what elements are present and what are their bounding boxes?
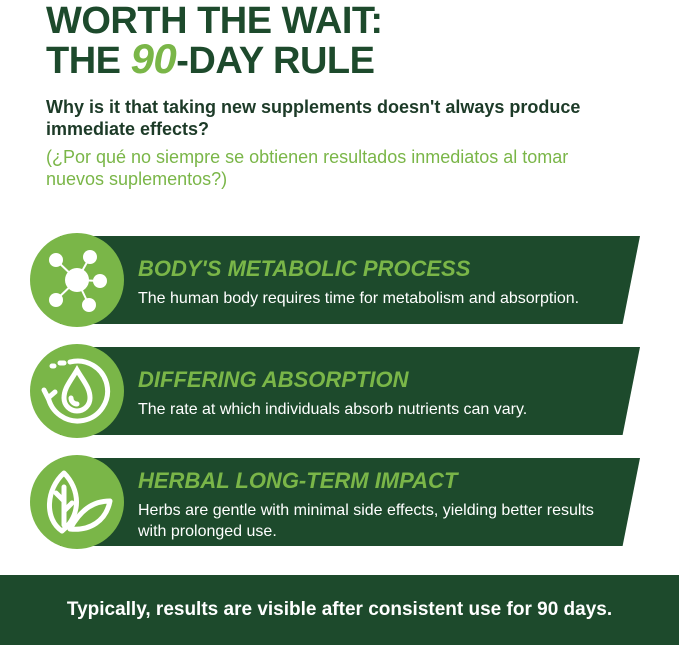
question: Why is it that taking new supplements do… bbox=[46, 97, 581, 139]
item-desc: The rate at which individuals absorb nut… bbox=[138, 401, 528, 418]
banner-metabolic bbox=[60, 236, 640, 324]
item-desc: The human body requires time for metabol… bbox=[138, 290, 580, 307]
leaf-icon bbox=[30, 455, 124, 549]
title-line-1: WORTH THE WAIT: bbox=[46, 0, 383, 42]
item-title: BODY'S METABOLIC PROCESS bbox=[138, 256, 471, 281]
page-title: WORTH THE WAIT: THE 90-DAY RULE bbox=[46, 2, 383, 80]
item-title: DIFFERING ABSORPTION bbox=[138, 367, 409, 392]
banner-herbal bbox=[60, 458, 640, 546]
title-line-2: THE 90-DAY RULE bbox=[46, 38, 383, 82]
item-desc: Herbs are gentle with minimal side effec… bbox=[138, 502, 594, 540]
title-suffix: -DAY RULE bbox=[176, 40, 375, 82]
question-spanish: (¿Por qué no siempre se obtienen resulta… bbox=[46, 147, 569, 189]
title-number: 90 bbox=[130, 35, 177, 82]
footer-banner: Typically, results are visible after con… bbox=[0, 575, 679, 645]
banner-absorption bbox=[60, 347, 640, 435]
footer-text: Typically, results are visible after con… bbox=[66, 599, 613, 620]
title-prefix: THE bbox=[46, 40, 131, 82]
molecule-icon bbox=[30, 233, 124, 327]
water-drop-cycle-icon bbox=[30, 344, 124, 438]
item-title: HERBAL LONG-TERM IMPACT bbox=[138, 468, 458, 493]
